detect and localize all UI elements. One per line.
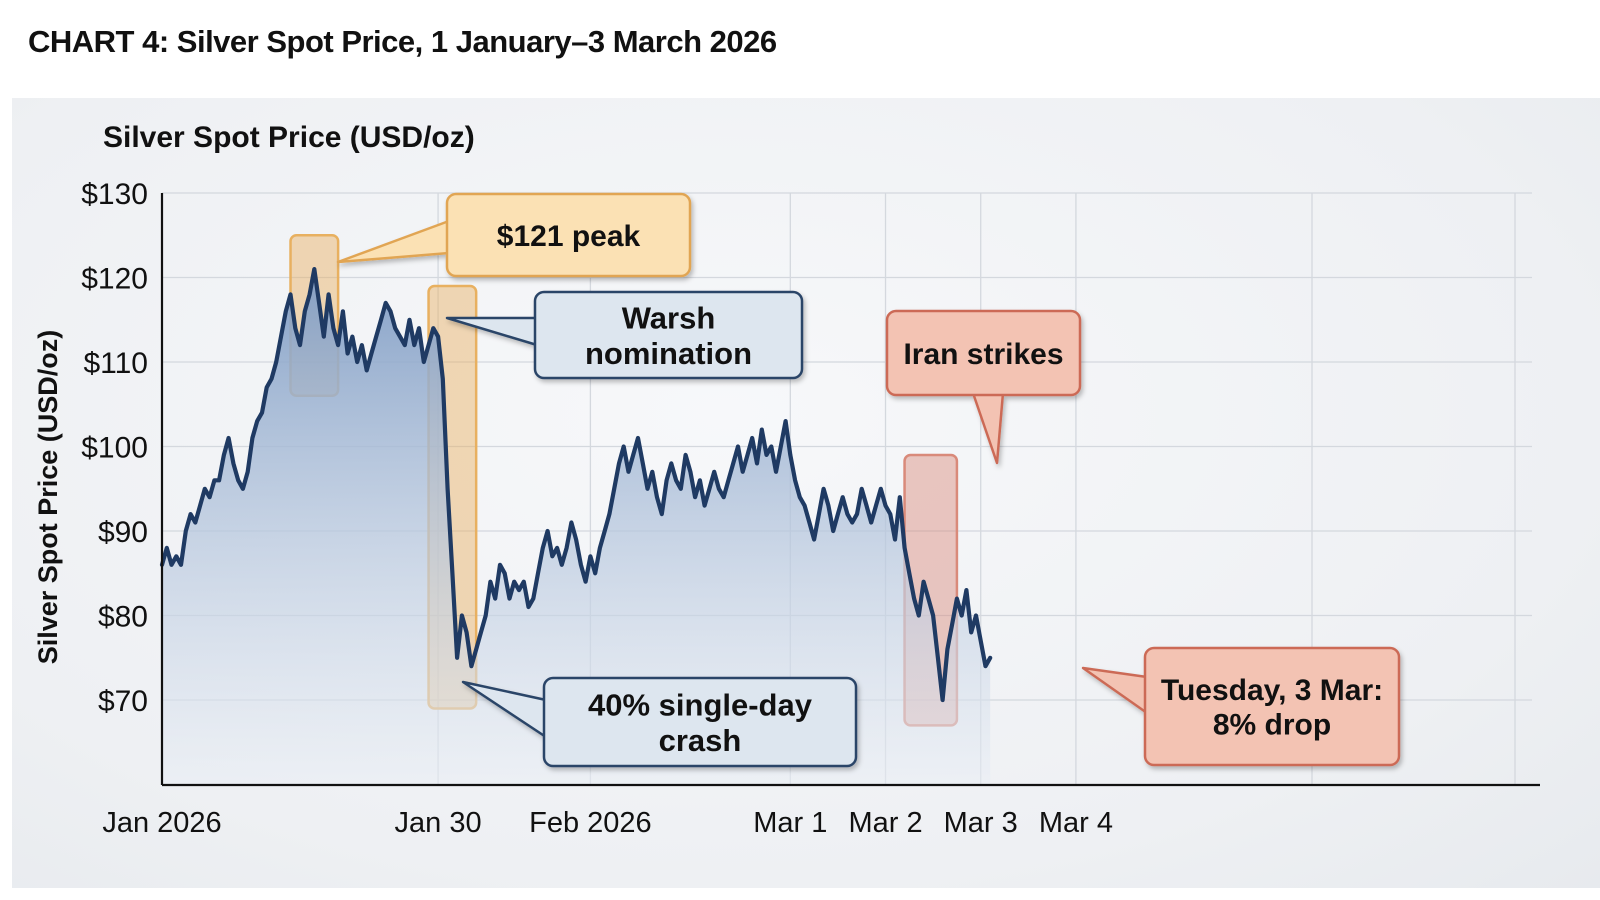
y-tick-label: $120 — [81, 263, 148, 296]
price-line — [159, 267, 993, 703]
axes: $130 $120 $110 $100 $90 $80 $70 Jan 2026 Jan 30 F… — [81, 178, 1540, 839]
callout-red — [1081, 646, 1401, 767]
x-tick-label: Feb 2026 — [529, 807, 652, 839]
callout-box — [533, 290, 804, 380]
callout-label: 40% single-day — [588, 687, 813, 722]
y-tick-label: $70 — [98, 685, 148, 718]
callout-pointer — [971, 391, 1005, 465]
y-tick-label: $90 — [98, 516, 148, 549]
callout-pointer — [1081, 666, 1149, 715]
callout-label: Warsh — [622, 300, 716, 335]
callout-orange — [336, 192, 692, 278]
price-area — [162, 269, 991, 786]
callout-pointer — [336, 219, 451, 264]
x-tick-label: Mar 2 — [848, 807, 922, 839]
x-tick-label: Jan 2026 — [102, 807, 221, 839]
callout-label: crash — [659, 723, 742, 758]
callout-label: nomination — [585, 336, 752, 371]
callout-box — [445, 192, 692, 278]
callout-box — [885, 309, 1082, 397]
callout-label: $121 peak — [497, 220, 641, 253]
price-series — [159, 267, 993, 786]
callout-label: Iran strikes — [903, 338, 1063, 371]
x-tick-label: Mar 1 — [753, 807, 827, 839]
callout-red — [885, 309, 1082, 465]
y-tick-label: $110 — [83, 347, 148, 380]
callout-label: Tuesday, 3 Mar: — [1161, 674, 1383, 707]
chart-title: Silver Spot Price (USD/oz) — [103, 121, 475, 154]
callout-blue — [445, 290, 804, 380]
callout-box — [1143, 646, 1401, 767]
x-tick-label: Mar 3 — [944, 807, 1018, 839]
page-title: CHART 4: Silver Spot Price, 1 January–3 … — [28, 24, 777, 59]
y-tick-label: $100 — [81, 432, 148, 465]
callout-label: 8% drop — [1213, 709, 1331, 742]
callout-box — [542, 676, 858, 768]
x-tick-label: Jan 30 — [395, 807, 482, 839]
callout-blue — [461, 676, 858, 768]
y-tick-label: $130 — [81, 178, 148, 211]
y-axis-label: Silver Spot Price (USD/oz) — [33, 330, 63, 665]
x-tick-label: Mar 4 — [1039, 807, 1113, 839]
y-tick-label: $80 — [98, 601, 148, 634]
